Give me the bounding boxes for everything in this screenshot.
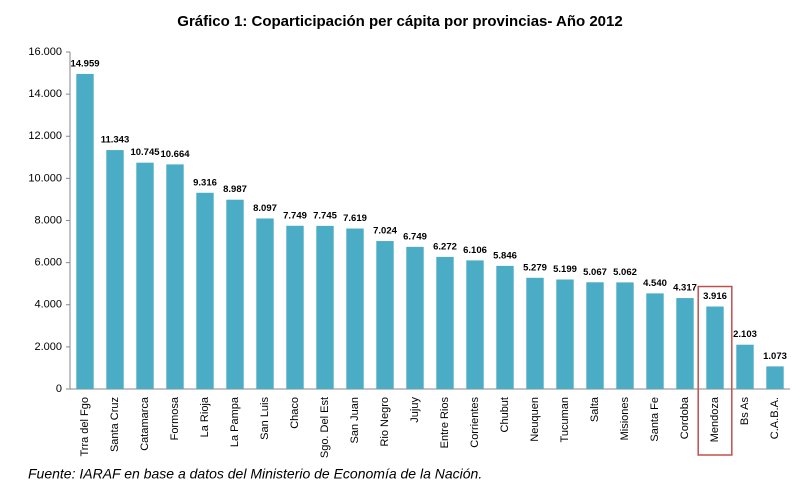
value-label: 5.062 — [613, 267, 637, 278]
value-label: 9.316 — [193, 177, 217, 188]
bar — [526, 277, 544, 389]
value-label: 7.024 — [373, 226, 397, 237]
x-tick-label: San Juan — [349, 397, 361, 443]
y-tick-label: 4.000 — [34, 299, 62, 311]
bar — [406, 246, 424, 389]
bar — [346, 228, 364, 389]
value-label: 7.745 — [313, 210, 337, 221]
y-tick-label: 14.000 — [28, 88, 62, 100]
value-label: 5.067 — [583, 267, 607, 278]
bar — [196, 192, 214, 389]
value-label: 6.749 — [403, 231, 427, 242]
bar — [286, 225, 304, 389]
value-label: 4.317 — [673, 283, 697, 294]
bar — [436, 256, 454, 389]
y-tick-label: 6.000 — [34, 257, 62, 269]
x-tick-label: Bs As — [739, 397, 751, 426]
value-label: 11.343 — [101, 135, 130, 146]
bar — [676, 298, 694, 389]
x-tick-label: Formosa — [169, 396, 181, 440]
y-tick-label: 2.000 — [34, 341, 62, 353]
value-label: 4.540 — [643, 278, 667, 289]
value-label: 6.106 — [463, 245, 487, 256]
bar — [556, 279, 574, 389]
x-tick-label: Trra del Fgo — [79, 397, 91, 457]
value-label: 10.664 — [160, 149, 190, 160]
x-tick-label: Jujuy — [409, 397, 421, 423]
value-label: 7.749 — [283, 210, 307, 221]
chart-title: Gráfico 1: Coparticipación per cápita po… — [177, 13, 622, 30]
bar — [166, 164, 184, 389]
x-tick-label: La Rioja — [199, 396, 211, 437]
x-tick-label: Chaco — [289, 397, 301, 429]
x-tick-label: Cordoba — [679, 396, 691, 439]
y-tick-label: 8.000 — [34, 214, 62, 226]
y-tick-label: 10.000 — [28, 172, 62, 184]
x-tick-label: Santa Cruz — [109, 397, 121, 452]
value-label: 2.103 — [733, 329, 757, 340]
bar — [136, 162, 154, 389]
x-tick-label: Entre Rios — [439, 397, 451, 449]
value-label: 5.279 — [523, 262, 547, 273]
value-label: 14.959 — [70, 58, 99, 69]
bar — [586, 282, 604, 389]
source-note: Fuente: IARAF en base a datos del Minist… — [28, 466, 482, 482]
x-tick-label: Sgo. Del Est — [319, 397, 331, 458]
bar — [496, 265, 514, 389]
y-tick-label: 12.000 — [28, 130, 62, 142]
bar — [766, 366, 784, 389]
bar — [706, 306, 724, 389]
bar — [316, 225, 334, 389]
value-label: 10.745 — [130, 147, 160, 158]
x-tick-label: Santa Fe — [649, 397, 661, 442]
bar — [736, 344, 754, 389]
highlight-box — [697, 285, 733, 456]
x-tick-label: Rio Negro — [379, 397, 391, 447]
x-tick-label: Mendoza — [709, 396, 721, 442]
value-label: 6.272 — [433, 241, 457, 252]
bar — [226, 199, 244, 389]
bar — [76, 73, 94, 390]
value-label: 5.846 — [493, 250, 517, 261]
value-label: 1.073 — [763, 351, 787, 362]
y-tick-label: 16.000 — [28, 46, 62, 58]
bar — [376, 241, 394, 389]
x-tick-label: C.A.B.A. — [769, 397, 781, 439]
x-tick-label: Neuquen — [529, 397, 541, 442]
bar — [616, 282, 634, 389]
bar — [256, 218, 274, 389]
x-tick-label: Catamarca — [139, 396, 151, 451]
bar — [106, 150, 124, 389]
value-label: 8.097 — [253, 203, 277, 214]
bar — [646, 293, 664, 389]
value-label: 3.916 — [703, 291, 727, 302]
value-label: 7.619 — [343, 213, 367, 224]
x-tick-label: Corrientes — [469, 397, 481, 448]
value-label: 5.199 — [553, 264, 577, 275]
x-tick-label: La Pampa — [229, 396, 241, 447]
x-tick-label: Tucuman — [559, 397, 571, 442]
bar — [466, 260, 484, 389]
value-label: 8.987 — [223, 184, 247, 195]
x-tick-label: San Luis — [259, 397, 271, 440]
x-tick-label: Salta — [589, 396, 601, 422]
x-tick-label: Chubut — [499, 397, 511, 432]
x-tick-label: Misiones — [619, 397, 631, 441]
y-tick-label: 0 — [56, 383, 62, 395]
